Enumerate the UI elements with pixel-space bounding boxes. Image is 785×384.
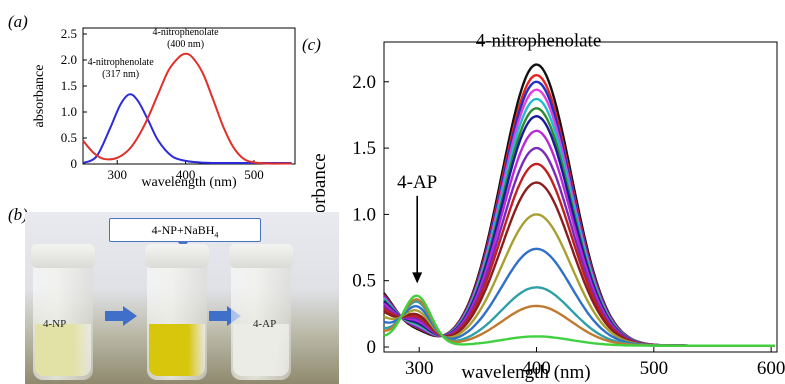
panel-a-y-tick-label: 2.0 (61, 52, 77, 67)
panel-c-y-tick-label: 1.5 (352, 138, 376, 159)
vial-liquid (233, 324, 289, 376)
panel-c-annotation-4ap: 4-AP (397, 172, 437, 193)
panel-c-series-group (383, 63, 775, 347)
panel-a-y-tick-label: 1.0 (61, 104, 77, 119)
panel-c-y-tick-label: 2.0 (352, 72, 376, 93)
vial-4np-nabh4 (145, 244, 209, 380)
panel-c-x-tick-label: 600 (757, 358, 785, 379)
vial-cap (31, 244, 95, 268)
panel-c-y-tick-label: 0.5 (352, 271, 376, 292)
panel-a-y-tick-label: 0 (71, 156, 78, 171)
panel-c-plot-frame (383, 41, 778, 353)
panel-a-x-tick-label: 300 (107, 167, 127, 182)
panel-a-series-0-line (82, 93, 292, 164)
panel-c-x-tick-label: 400 (522, 358, 551, 379)
panel-a-series-group (82, 52, 292, 165)
reagent-label-subscript: 4 (214, 230, 219, 240)
panel-c-y-tick-label: 1.0 (352, 204, 376, 225)
panel-c-series-15-line (383, 294, 775, 347)
panel-c-x-tick-label: 500 (640, 358, 669, 379)
panel-a-y-tick-label: 2.5 (61, 26, 77, 41)
arrow-down-icon (412, 272, 423, 284)
panel-c-annotation-nitrophenolate: 4-nitrophenolate (476, 31, 602, 52)
panel-a-y-tick-label: 0.5 (61, 130, 77, 145)
panel-b-photo: 4-NP+NaBH4 4-NP 4-AP (25, 212, 339, 384)
panel-a-y-axis-label: absorbance (32, 65, 47, 128)
panel-a-annotations: 4-nitrophenolate(400 nm)4-nitrophenolate… (88, 27, 220, 80)
panel-a-x-axis-label: wavelength (nm) (141, 175, 237, 190)
panel-a-x-tick-label: 400 (176, 167, 196, 182)
panel-c-annotations: 4-nitrophenolate 4-AP (397, 31, 601, 284)
panel-a-annotation-label: 4-nitrophenolate (153, 27, 220, 38)
vial-liquid (149, 324, 205, 376)
panel-a-annotation-sublabel: (317 nm) (102, 69, 139, 80)
vial-liquid (35, 324, 91, 376)
panel-c-y-tick-label: 0 (367, 337, 377, 358)
panel-c-x-axis-label: wavelength (nm) (461, 362, 590, 383)
panel-a-annotation-sublabel: (400 nm) (167, 39, 204, 50)
panel-label-c: (c) (302, 35, 321, 54)
panel-c-series-14-line (383, 298, 775, 347)
vial-4np: 4-NP (31, 244, 95, 380)
panel-a-chart: 300 400 500 0 0.5 1.0 1.5 2.0 2.5 4-nitrophenola… (32, 26, 296, 190)
panel-c-chart: 300 400 500 600 0 0.5 1.0 1.5 2.0 4-nitrophenola… (309, 31, 785, 383)
panel-a-ticks: 300 400 500 0 0.5 1.0 1.5 2.0 2.5 (61, 26, 264, 182)
panel-c-ticks: 300 400 500 600 0 0.5 1.0 1.5 2.0 (352, 72, 785, 379)
panel-c-series-0-line (383, 63, 775, 347)
panel-a-y-tick-label: 1.5 (61, 78, 77, 93)
reagent-label-box: 4-NP+NaBH4 (109, 218, 261, 242)
panel-c-x-tick-label: 300 (405, 358, 434, 379)
panel-c-series-10-line (383, 181, 775, 347)
vial-cap (229, 244, 293, 268)
vial-label-4ap: 4-AP (253, 318, 277, 330)
vial-label-4np: 4-NP (43, 318, 67, 330)
panel-a-annotation-label: 4-nitrophenolate (88, 57, 155, 68)
panel-a-x-tick-label: 500 (244, 167, 264, 182)
vial-4ap: 4-AP (229, 244, 293, 380)
panel-a-series-1-line (82, 52, 292, 165)
reagent-label-text: 4-NP+NaBH (151, 223, 215, 237)
panel-a-plot-frame (82, 27, 296, 165)
panel-label-b: (b) (8, 205, 28, 224)
vial-cap (145, 244, 209, 268)
panel-label-a: (a) (8, 12, 28, 31)
